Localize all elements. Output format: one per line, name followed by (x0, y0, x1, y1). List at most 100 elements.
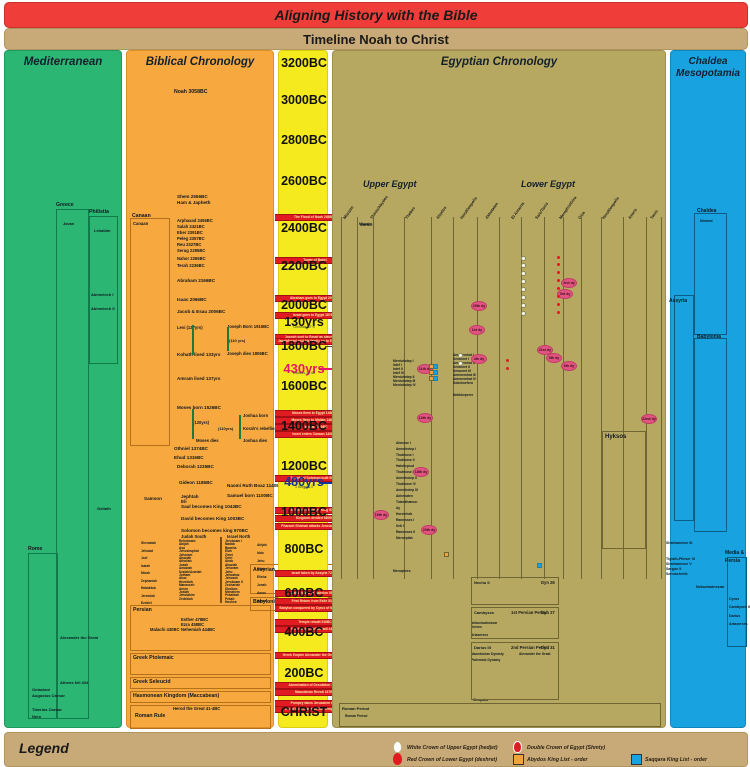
judah-king: Amon (179, 586, 189, 591)
egypt-entry: Thutmose IV (396, 482, 416, 486)
entry-label: Nimrod (700, 219, 713, 223)
region-box (56, 209, 89, 719)
entry-label: Naomi Ruth Boaz 1140BC (227, 483, 283, 488)
entry-label: Arphaxad 2456BC (177, 218, 213, 223)
column-title-chaldea: Chaldea Mesopotamia (676, 56, 740, 79)
judah-king: Jehoiakim (179, 593, 195, 598)
timeline-event-label: Moses flees to Egypt 1486BC (292, 410, 338, 415)
egypt-entry: Seti I (396, 524, 404, 528)
entry-label: Ham & Japheth (177, 200, 211, 205)
egypt-column-separator (563, 217, 564, 579)
egypt-region-box (471, 577, 559, 605)
region-box (89, 216, 118, 364)
saqqara-list-marker (537, 563, 542, 568)
white-crown-marker (458, 353, 463, 358)
timeline-event-label: Exodus 1446BC (302, 424, 328, 429)
entry-label: Samuel born 1100BC (227, 493, 273, 498)
dynasty-oval: 11th dy (417, 364, 433, 374)
entry-label: Joseph Born 1916BC (227, 324, 270, 329)
egypt-entry: Amenemhat II (453, 361, 475, 365)
timeline-tick: 1600BC (281, 379, 327, 393)
entry-label: Assyrian (253, 567, 275, 573)
entry-label: Nero (32, 714, 42, 719)
egypt-column-separator (373, 217, 374, 579)
judah-king: Abijah (179, 542, 189, 547)
region-box (130, 677, 271, 689)
timeline-event-band: Israel taken by Assyria 722BC (275, 570, 355, 577)
entry-label: Abimelech II (91, 306, 115, 311)
entry-label: Isaac 2066BC (177, 297, 207, 302)
timeline-event-label: Pharaoh Shishak attacks Jerusalem 925BC (281, 523, 349, 528)
prophet-judah: Ezekiel (141, 601, 152, 605)
egypt-entry: Intef III (393, 371, 404, 375)
entry-label: Solomon becomes king 970BC (181, 528, 249, 533)
egypt-column-header: Thinis/Abydos (368, 194, 389, 220)
israel-king: Jehoahaz (225, 573, 240, 577)
prophet-israel: Amos (257, 591, 266, 595)
timeline-event-band: Jacob/Israel and his family go to Egypt … (275, 338, 355, 345)
white-crown-marker (521, 271, 526, 276)
egypt-entry: Tutankhamun (396, 500, 418, 504)
timeline-tick: 400BC (284, 625, 324, 639)
entry-label: David becomes King 1003BC (181, 516, 245, 521)
timeline-event-label: Tower of Babel (303, 257, 327, 262)
entry-label: Goliath (97, 506, 111, 511)
timeline-tick: 2400BC (281, 221, 327, 235)
red-crown-marker (557, 279, 560, 282)
timeline-tick: 1200BC (281, 459, 327, 473)
dynasty-oval: 1st dy (469, 325, 485, 335)
israel-king: Hoshea (225, 600, 237, 605)
legend-title: Legend (19, 740, 69, 756)
timeline-event-band: Abraham goes to Egypt 2091BC (275, 295, 355, 302)
egypt-entry: Ahmose I (396, 441, 411, 445)
egypt-column-separator (341, 217, 342, 579)
timeline-tick: 2600BC (281, 174, 327, 188)
prophet-israel: Iddo (257, 551, 264, 555)
egypt-entry: Menophres (393, 569, 411, 573)
entry-label: Hasmonean Kingdom (Maccabean) (133, 693, 220, 699)
timeline-event-label: Abraham goes to Egypt 2091BC (289, 295, 340, 300)
timeline-event-band: Solomon becomes King 970BC (275, 507, 355, 514)
entry-label: Korah's rebellion 1424 (243, 426, 288, 431)
entry-label: Sargon II (666, 567, 682, 571)
region-box (130, 653, 271, 675)
timeline-event-label: Solomon becomes King 970BC (290, 507, 340, 512)
timeline-interval-ref: Exodus 12:40 (293, 371, 315, 375)
timeline-interval-ref: 1 Kings 6:1 (295, 485, 313, 489)
egypt-column-separator (453, 217, 454, 579)
egypt-column-header: Herakleopolis (600, 195, 621, 220)
region-box (694, 213, 727, 335)
dynasty-oval: 12th dy (417, 413, 433, 423)
saqqara-list-marker (433, 376, 438, 381)
interval-dash-430 (319, 368, 341, 370)
entry-label: Ehud 1316BC (174, 455, 204, 460)
egypt-column-separator (623, 217, 624, 579)
timeline-event-band: Israel enters Canaan 1406BC (275, 431, 355, 438)
timeline-event-band: Abomination of Desolation 167BC (275, 682, 355, 689)
timeline-tick: 800BC (284, 542, 324, 556)
timeline-event-band: Kingdom divided 930BC (275, 515, 355, 522)
entry-label: Ezra 458BC (181, 622, 205, 627)
israel-king: Jehoash (225, 576, 238, 581)
egypt-entry: Ramesses I (396, 518, 415, 522)
white-crown-marker (521, 279, 526, 284)
prophet-judah: Shemaiah (141, 541, 157, 545)
israel-king: Jehu (225, 569, 233, 574)
red-crown-marker (506, 359, 509, 362)
timeline-event-label: Israel goes to Egypt 1876BC (292, 312, 338, 317)
timeline-event-band: Temple rebuilt 516BC (275, 619, 355, 626)
timeline-tick: 2000BC (281, 298, 327, 312)
upper-egypt-label: Upper Egypt (363, 179, 417, 189)
egypt-entry: Artaxerxes (471, 633, 489, 637)
judah-king: Hezekiah (179, 579, 193, 584)
egypt-entry: Alexander the Great (519, 652, 551, 656)
entry-label: Cyrus (729, 597, 740, 601)
entry-label: (110 yrs) (229, 338, 246, 343)
egypt-entry: Hatshepsut (396, 464, 414, 468)
timeline-event-band: Babylon conquered by Cyrus of Media 539B… (275, 605, 355, 612)
egypt-column-header: Mizraim (341, 204, 355, 220)
timeline-event-label: Abomination of Desolation 167BC (288, 682, 342, 687)
entry-label: Joshua dies (243, 438, 268, 443)
egypt-entry: Mentuhotep III (393, 379, 416, 383)
timeline-event-label: Greek Empire Alexander the Great 331BC (282, 652, 348, 657)
